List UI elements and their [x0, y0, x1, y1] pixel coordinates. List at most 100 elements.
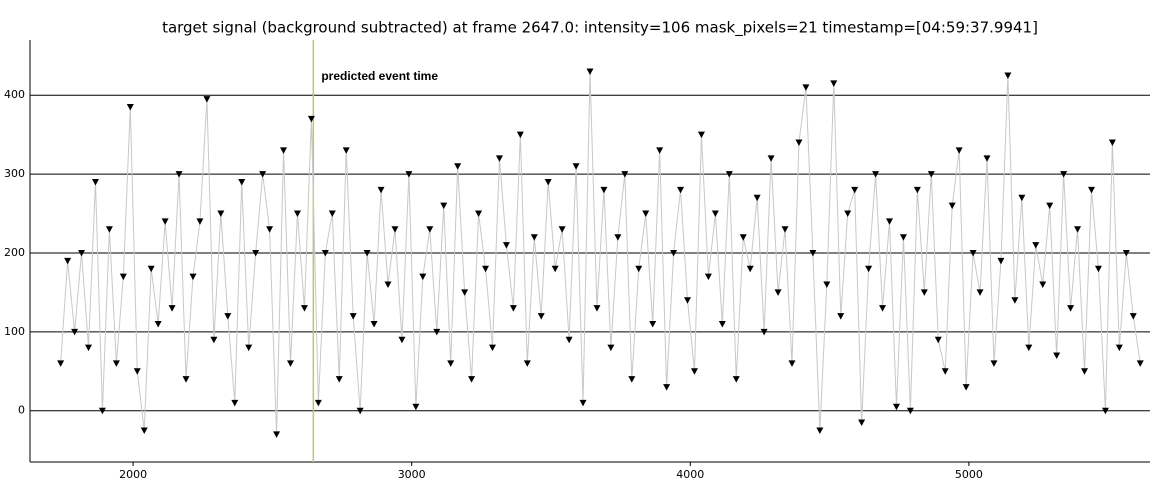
marker	[516, 131, 524, 139]
marker	[1032, 242, 1040, 249]
marker	[906, 407, 914, 415]
marker	[98, 407, 106, 415]
marker	[196, 218, 204, 225]
marker	[774, 289, 782, 296]
marker	[502, 242, 510, 249]
marker	[280, 147, 288, 154]
marker	[252, 249, 260, 257]
marker	[266, 226, 274, 233]
marker	[1039, 281, 1047, 289]
marker	[523, 360, 531, 367]
marker	[927, 171, 935, 178]
marker	[495, 155, 503, 162]
marker	[558, 226, 566, 233]
marker	[370, 320, 378, 328]
marker	[1101, 407, 1109, 415]
marker	[57, 360, 65, 367]
marker	[1046, 202, 1054, 210]
marker	[781, 226, 789, 233]
marker	[1060, 171, 1068, 178]
marker	[321, 249, 329, 257]
marker	[809, 249, 817, 257]
marker	[948, 202, 956, 210]
marker	[412, 403, 420, 411]
marker	[690, 368, 698, 375]
marker	[579, 399, 587, 407]
marker	[231, 399, 239, 407]
marker	[419, 273, 427, 281]
marker	[593, 305, 601, 312]
y-tick-label: 200	[4, 246, 25, 259]
marker	[161, 218, 169, 225]
marker	[872, 171, 880, 178]
marker	[830, 80, 838, 87]
marker	[711, 210, 719, 218]
marker	[962, 384, 970, 391]
marker	[273, 431, 281, 438]
marker	[892, 403, 900, 411]
chart-title: target signal (background subtracted) at…	[162, 19, 1038, 38]
marker	[732, 376, 740, 383]
marker	[614, 234, 622, 241]
marker	[210, 336, 218, 344]
marker	[1018, 194, 1026, 202]
marker	[677, 186, 685, 194]
marker	[482, 265, 490, 273]
marker	[1081, 368, 1089, 375]
marker	[342, 147, 350, 154]
marker	[621, 171, 629, 178]
marker	[182, 376, 190, 383]
marker	[224, 313, 232, 320]
marker	[628, 376, 636, 383]
marker	[398, 336, 406, 344]
marker	[837, 313, 845, 320]
signal-line	[60, 71, 1141, 435]
marker	[300, 305, 308, 312]
marker	[858, 419, 866, 427]
marker	[391, 226, 399, 233]
marker	[488, 344, 496, 352]
marker	[126, 104, 134, 111]
marker	[718, 320, 726, 328]
marker	[997, 257, 1005, 265]
marker	[704, 273, 712, 281]
marker	[147, 265, 155, 273]
marker	[1094, 265, 1102, 273]
marker	[433, 328, 441, 336]
x-tick-label: 3000	[398, 468, 426, 481]
marker	[349, 313, 357, 320]
marker	[879, 305, 887, 312]
y-tick-label: 300	[4, 167, 25, 180]
marker	[656, 147, 664, 154]
marker	[112, 360, 120, 367]
marker	[119, 273, 127, 281]
marker	[314, 399, 322, 407]
marker	[663, 384, 671, 391]
annotation: predicted event time	[321, 69, 438, 83]
marker	[377, 186, 385, 194]
marker	[175, 171, 183, 178]
marker	[447, 360, 455, 367]
marker	[71, 328, 79, 336]
marker	[203, 96, 211, 103]
marker	[586, 68, 594, 76]
marker	[746, 265, 754, 273]
marker	[328, 210, 336, 218]
marker	[286, 360, 294, 367]
marker	[969, 249, 977, 257]
x-tick-label: 2000	[119, 468, 147, 481]
marker	[259, 171, 267, 178]
marker	[934, 336, 942, 344]
marker	[405, 171, 413, 178]
marker	[133, 368, 141, 375]
marker	[238, 178, 246, 186]
y-tick-label: 0	[18, 404, 25, 417]
marker	[189, 273, 197, 281]
marker	[635, 265, 643, 273]
x-tick-label: 5000	[955, 468, 983, 481]
marker	[802, 84, 810, 91]
marker	[154, 320, 162, 328]
y-tick-label: 100	[4, 325, 25, 338]
marker	[990, 360, 998, 367]
marker	[91, 178, 99, 186]
